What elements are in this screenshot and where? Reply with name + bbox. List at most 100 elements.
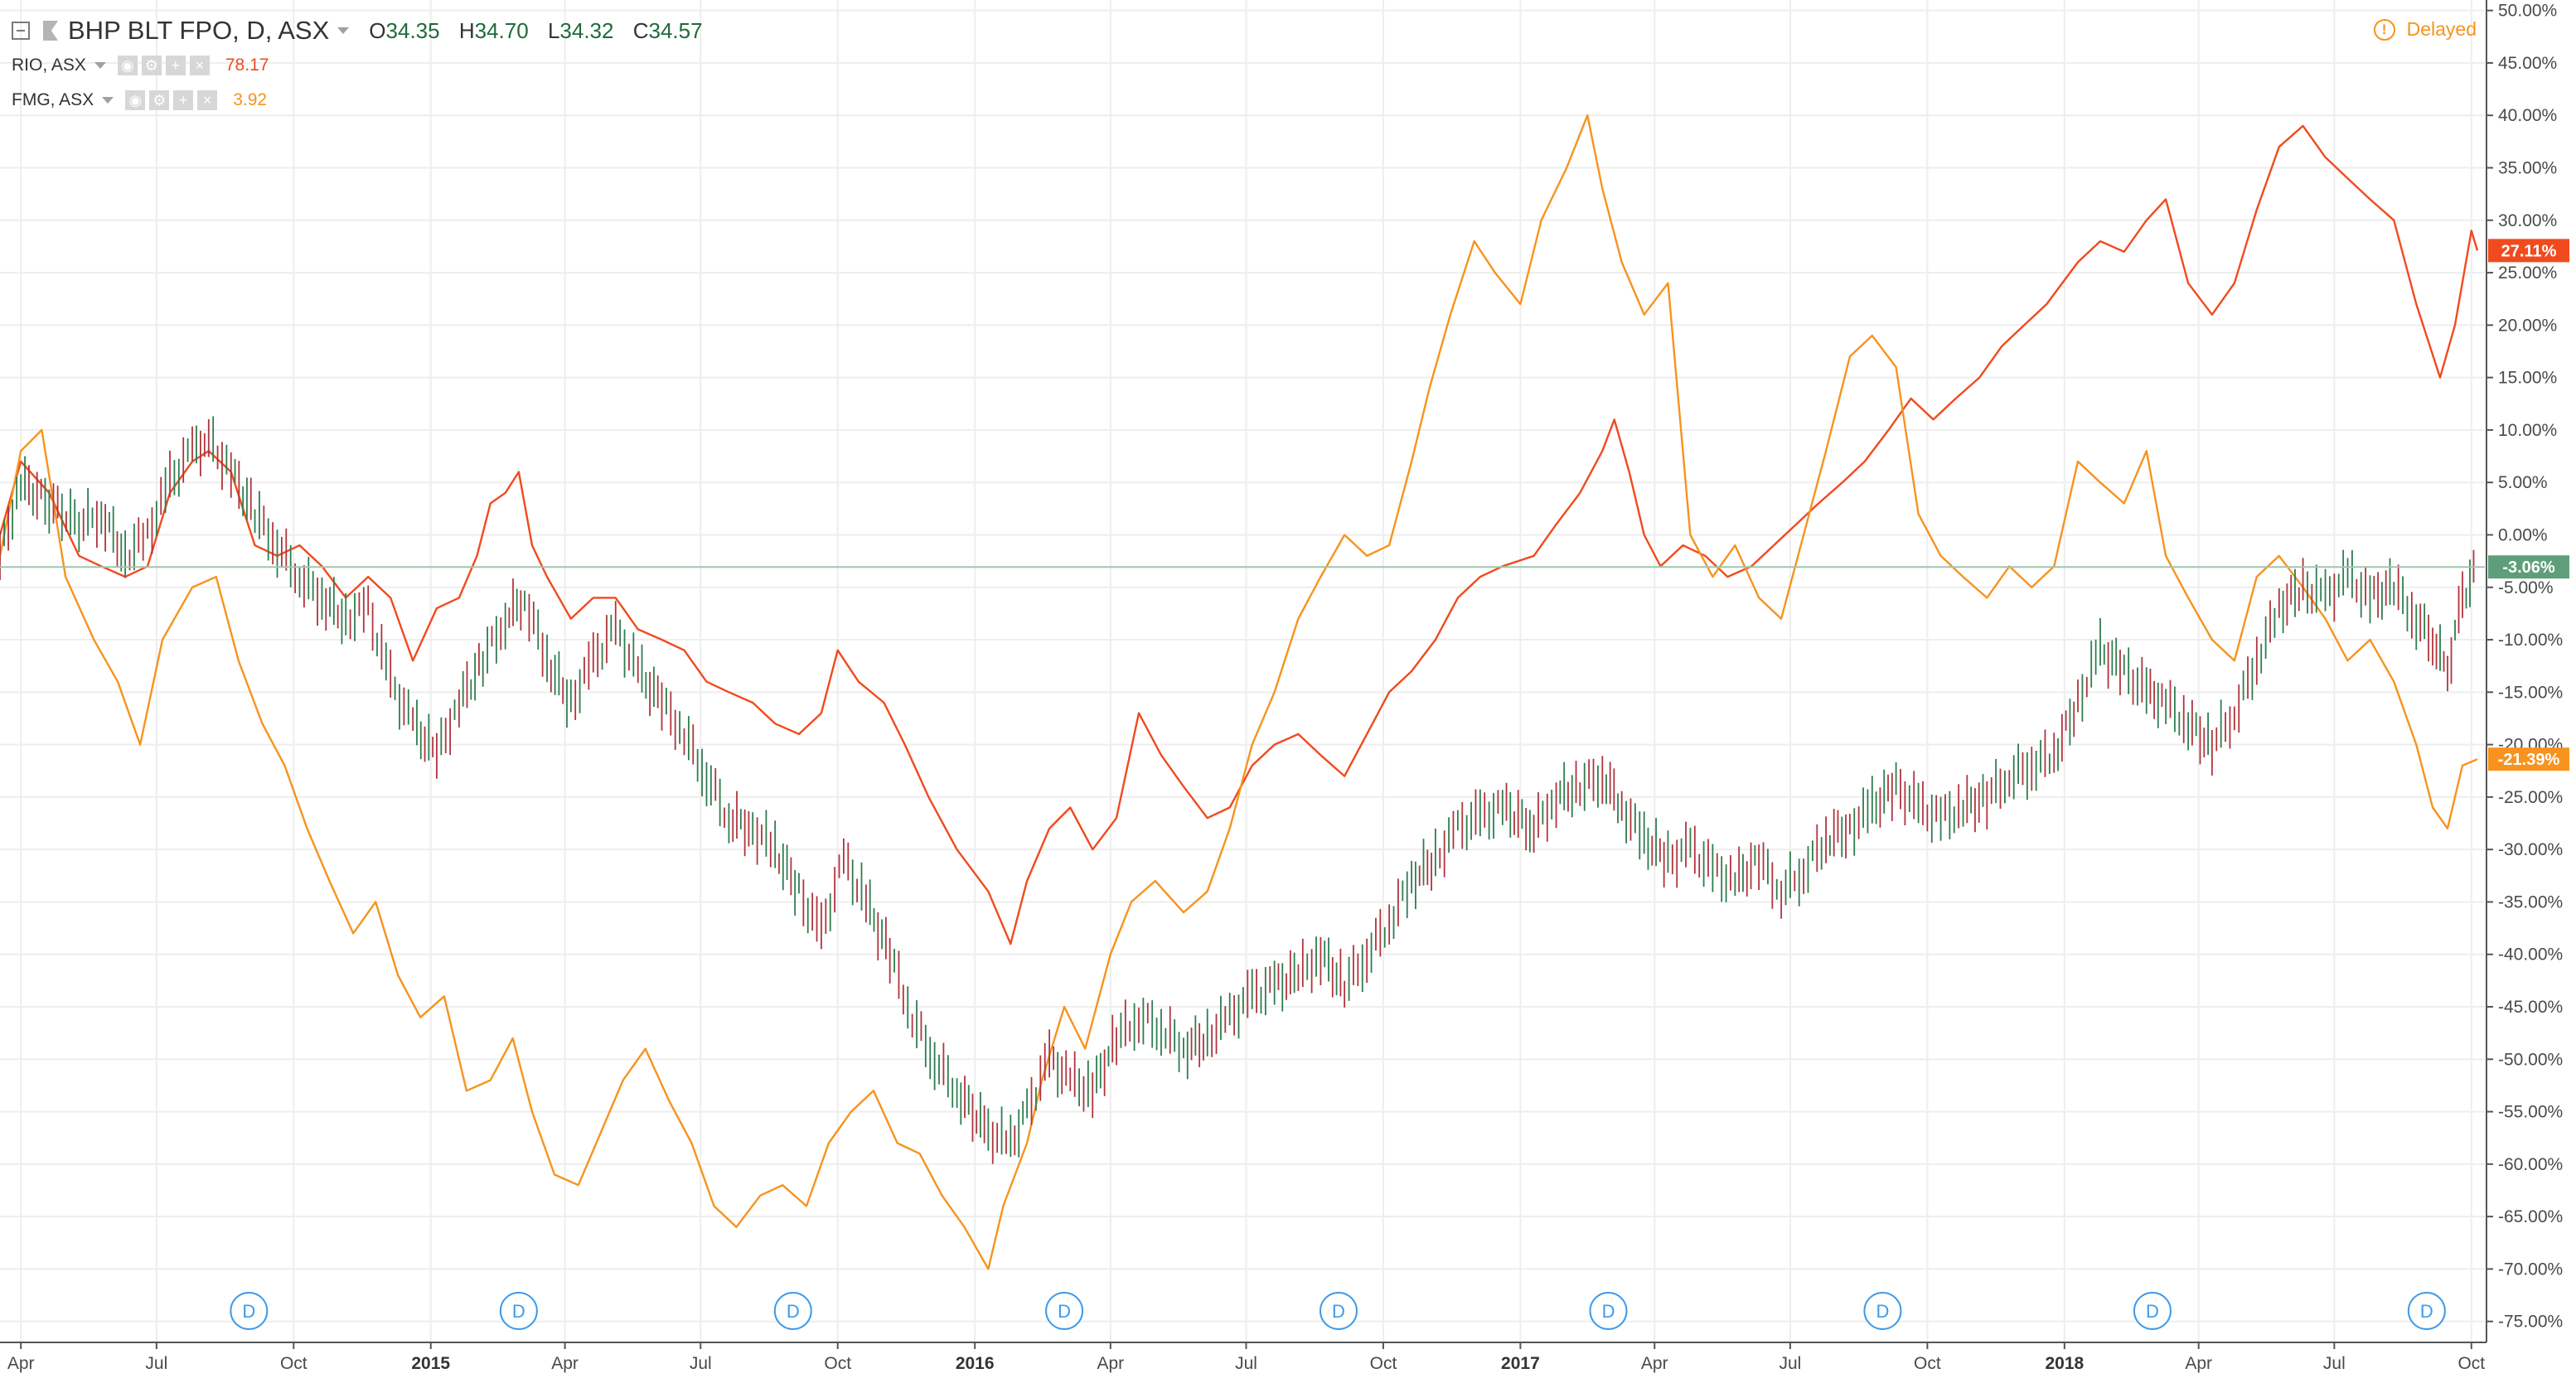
dividend-label: D	[787, 1301, 800, 1322]
eye-icon[interactable]: ◉	[125, 90, 146, 110]
dividend-circle[interactable]	[499, 1292, 538, 1330]
compare-symbol-rio[interactable]: RIO, ASX	[12, 56, 86, 75]
high-key: H	[458, 17, 475, 43]
y-tick-label: -65.00%	[2498, 1207, 2563, 1226]
y-tick-label: 20.00%	[2498, 316, 2557, 335]
y-tick-label: -75.00%	[2498, 1313, 2563, 1332]
x-tick-label: Jul	[2323, 1354, 2346, 1373]
delayed-label: Delayed	[2406, 18, 2477, 40]
dividend-marker[interactable]: D	[1589, 1292, 1628, 1330]
close-icon[interactable]: ×	[197, 90, 218, 110]
x-tick-label: Apr	[2185, 1354, 2212, 1373]
last-value-badge	[2488, 747, 2569, 771]
plus-icon[interactable]: +	[165, 56, 186, 75]
x-tick-label: Oct	[824, 1354, 851, 1373]
y-tick-label: 40.00%	[2498, 106, 2557, 125]
time-axis[interactable]: Apr Jul Oct 2015 Apr Jul Oct 2016 Apr Jul Oct 2017 A…	[0, 1342, 2486, 1373]
dividend-circle[interactable]	[2133, 1292, 2172, 1330]
close-icon[interactable]: ×	[189, 56, 210, 75]
dividend-circle[interactable]	[2407, 1292, 2446, 1330]
x-tick-label: Jul	[690, 1354, 712, 1373]
y-tick-label: 15.00%	[2498, 369, 2557, 388]
price-axis[interactable]: 50.00% 45.00% 40.00% 35.00% 30.00% 25.00% 20.0…	[2486, 0, 2569, 1342]
y-tick-label: -45.00%	[2498, 998, 2563, 1017]
delayed-status[interactable]: ! Delayed	[2373, 18, 2477, 41]
dividend-label: D	[512, 1301, 525, 1322]
dividend-marker[interactable]: D	[1319, 1292, 1358, 1330]
compare-legend-rio[interactable]: RIO, ASX ◉ ⚙ + × 78.17	[12, 48, 708, 83]
gear-icon[interactable]: ⚙	[141, 56, 162, 75]
x-tick-label: 2016	[956, 1354, 995, 1373]
dividend-circle[interactable]	[773, 1292, 812, 1330]
x-tick-label: 2015	[411, 1354, 450, 1373]
series-ohlc-bhp	[0, 416, 2475, 1164]
x-tick-label: Apr	[1097, 1354, 1124, 1373]
dividend-marker[interactable]: D	[1863, 1292, 1902, 1330]
x-tick-label: Apr	[551, 1354, 579, 1373]
low-value: 34.32	[559, 17, 614, 43]
dividend-label: D	[1332, 1301, 1345, 1322]
compare-legend-fmg[interactable]: FMG, ASX ◉ ⚙ + × 3.92	[12, 83, 708, 118]
dividend-label: D	[2420, 1301, 2433, 1322]
dividend-label: D	[1058, 1301, 1071, 1322]
close-key: C	[632, 17, 649, 43]
y-tick-label: -70.00%	[2498, 1260, 2563, 1279]
dividend-circle[interactable]	[1319, 1292, 1358, 1330]
collapse-icon[interactable]	[12, 22, 30, 40]
dividend-circle[interactable]	[230, 1292, 269, 1330]
x-tick-label: 2018	[2045, 1354, 2084, 1373]
dividend-marker[interactable]: D	[499, 1292, 538, 1330]
compare-price-rio: 78.17	[225, 56, 269, 75]
main-series-legend[interactable]: BHP BLT FPO, D, ASX O34.35 H34.70 L34.32…	[12, 13, 708, 48]
y-tick-label: -15.00%	[2498, 683, 2563, 702]
low-key: L	[547, 17, 560, 43]
x-tick-label: Oct	[2457, 1354, 2485, 1373]
gear-icon[interactable]: ⚙	[149, 90, 170, 110]
dividend-circle[interactable]	[1863, 1292, 1902, 1330]
dividend-circle[interactable]	[1589, 1292, 1628, 1330]
x-tick-label: Oct	[280, 1354, 307, 1373]
high-value: 34.70	[474, 17, 529, 43]
x-tick-label: Apr	[1641, 1354, 1668, 1373]
y-tick-label: -10.00%	[2498, 631, 2563, 650]
dividend-marker[interactable]: D	[773, 1292, 812, 1330]
open-key: O	[369, 17, 386, 43]
last-value-label: -21.39%	[2498, 751, 2560, 769]
dividend-marker[interactable]: D	[1045, 1292, 1084, 1330]
x-tick-label: Oct	[1914, 1354, 1941, 1373]
dividend-circle[interactable]	[1045, 1292, 1084, 1330]
y-tick-label: -25.00%	[2498, 788, 2563, 807]
y-tick-label: 5.00%	[2498, 473, 2548, 492]
last-value-badge	[2488, 555, 2569, 579]
open-value: 34.35	[385, 17, 440, 43]
x-tick-label: Oct	[1370, 1354, 1397, 1373]
x-tick-label: 2017	[1501, 1354, 1540, 1373]
dividend-label: D	[1602, 1301, 1615, 1322]
dividend-marker[interactable]: D	[2407, 1292, 2446, 1330]
plus-icon[interactable]: +	[173, 90, 194, 110]
chevron-down-icon[interactable]	[94, 62, 106, 69]
dividend-marker[interactable]: D	[230, 1292, 269, 1330]
y-tick-label: -40.00%	[2498, 945, 2563, 965]
y-tick-label: 25.00%	[2498, 264, 2557, 283]
last-value-badge	[2488, 239, 2569, 263]
compare-symbol-fmg[interactable]: FMG, ASX	[12, 90, 94, 109]
main-symbol-label[interactable]: BHP BLT FPO, D, ASX	[68, 16, 330, 45]
x-tick-label: Jul	[1235, 1354, 1257, 1373]
series-layer	[0, 114, 2479, 1270]
dividend-marker[interactable]: D	[2133, 1292, 2172, 1330]
y-tick-label: -55.00%	[2498, 1103, 2563, 1122]
last-value-label: 27.11%	[2501, 242, 2557, 260]
y-tick-label: -35.00%	[2498, 892, 2563, 912]
eye-icon[interactable]: ◉	[117, 56, 138, 75]
chart-legend: BHP BLT FPO, D, ASX O34.35 H34.70 L34.32…	[12, 13, 708, 118]
dividend-label: D	[1876, 1301, 1889, 1322]
chevron-down-icon[interactable]	[102, 97, 114, 104]
dividend-label: D	[2146, 1301, 2159, 1322]
flag-icon[interactable]	[43, 21, 58, 41]
chevron-down-icon[interactable]	[337, 27, 350, 34]
x-tick-label: Jul	[145, 1354, 167, 1373]
info-icon: !	[2373, 18, 2395, 41]
